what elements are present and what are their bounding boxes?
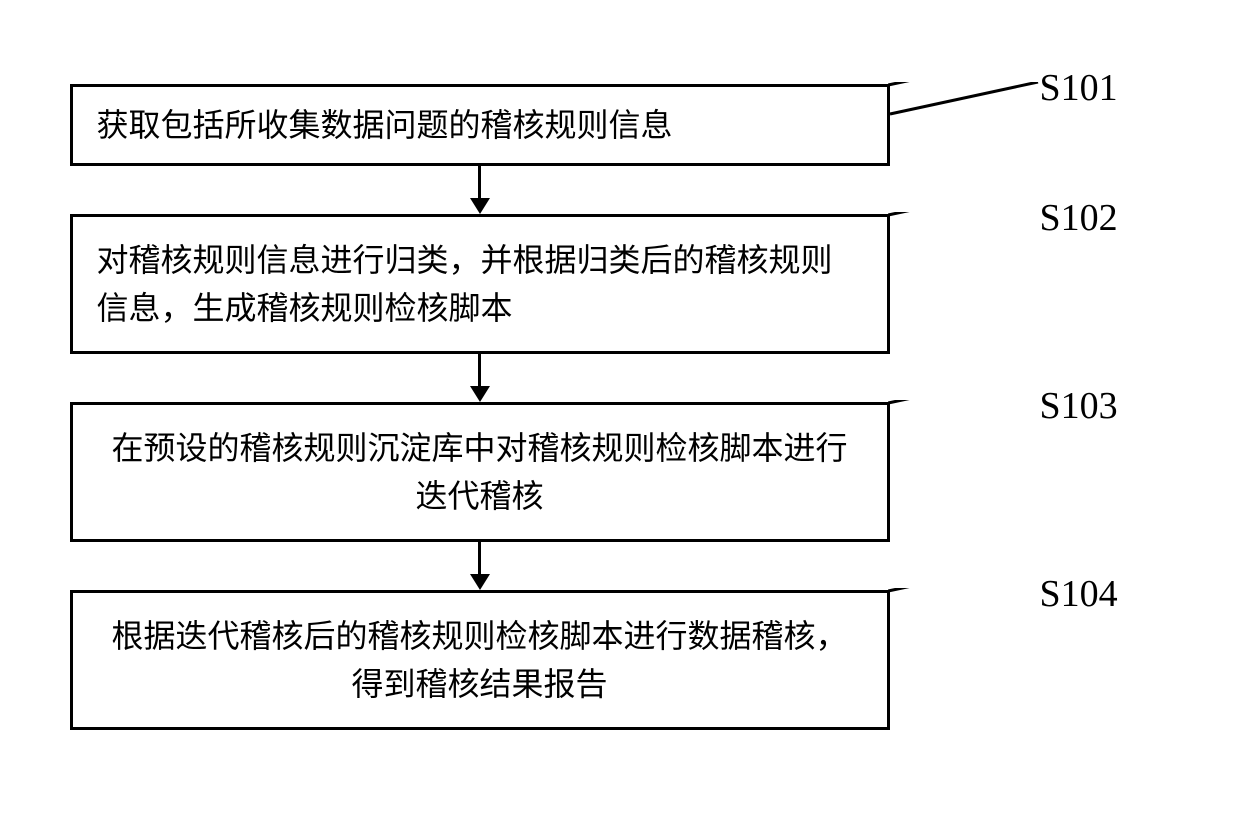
- step-box-1: 获取包括所收集数据问题的稽核规则信息: [70, 84, 890, 166]
- arrow-1: [470, 166, 490, 214]
- arrow-line-3: [478, 542, 481, 574]
- step-label-1: S101: [1040, 66, 1118, 110]
- arrow-3: [470, 542, 490, 590]
- flowchart-container: 获取包括所收集数据问题的稽核规则信息 S101 对稽核规则信息进行归类，并根据归…: [70, 84, 1170, 730]
- arrow-head-2: [470, 386, 490, 402]
- arrow-line-1: [478, 166, 481, 198]
- callout-line-2: [888, 212, 1048, 272]
- step-text-1: 获取包括所收集数据问题的稽核规则信息: [97, 101, 673, 149]
- step-text-4: 根据迭代稽核后的稽核规则检核脚本进行数据稽核，得到稽核结果报告: [97, 612, 863, 708]
- step-label-4: S104: [1040, 572, 1118, 616]
- step-row-4: 根据迭代稽核后的稽核规则检核脚本进行数据稽核，得到稽核结果报告 S104: [70, 590, 1170, 730]
- step-row-3: 在预设的稽核规则沉淀库中对稽核规则检核脚本进行迭代稽核 S103: [70, 402, 1170, 542]
- step-row-2: 对稽核规则信息进行归类，并根据归类后的稽核规则信息，生成稽核规则检核脚本 S10…: [70, 214, 1170, 354]
- step-box-4: 根据迭代稽核后的稽核规则检核脚本进行数据稽核，得到稽核结果报告: [70, 590, 890, 730]
- arrow-head-3: [470, 574, 490, 590]
- arrow-head-1: [470, 198, 490, 214]
- step-text-3: 在预设的稽核规则沉淀库中对稽核规则检核脚本进行迭代稽核: [97, 424, 863, 520]
- arrow-2: [470, 354, 490, 402]
- step-box-2: 对稽核规则信息进行归类，并根据归类后的稽核规则信息，生成稽核规则检核脚本: [70, 214, 890, 354]
- callout-line-1: [888, 82, 1048, 142]
- callout-line-3: [888, 400, 1048, 460]
- step-text-2: 对稽核规则信息进行归类，并根据归类后的稽核规则信息，生成稽核规则检核脚本: [97, 236, 863, 332]
- arrow-line-2: [478, 354, 481, 386]
- step-row-1: 获取包括所收集数据问题的稽核规则信息 S101: [70, 84, 1170, 166]
- callout-line-4: [888, 588, 1048, 648]
- step-label-3: S103: [1040, 384, 1118, 428]
- step-label-2: S102: [1040, 196, 1118, 240]
- step-box-3: 在预设的稽核规则沉淀库中对稽核规则检核脚本进行迭代稽核: [70, 402, 890, 542]
